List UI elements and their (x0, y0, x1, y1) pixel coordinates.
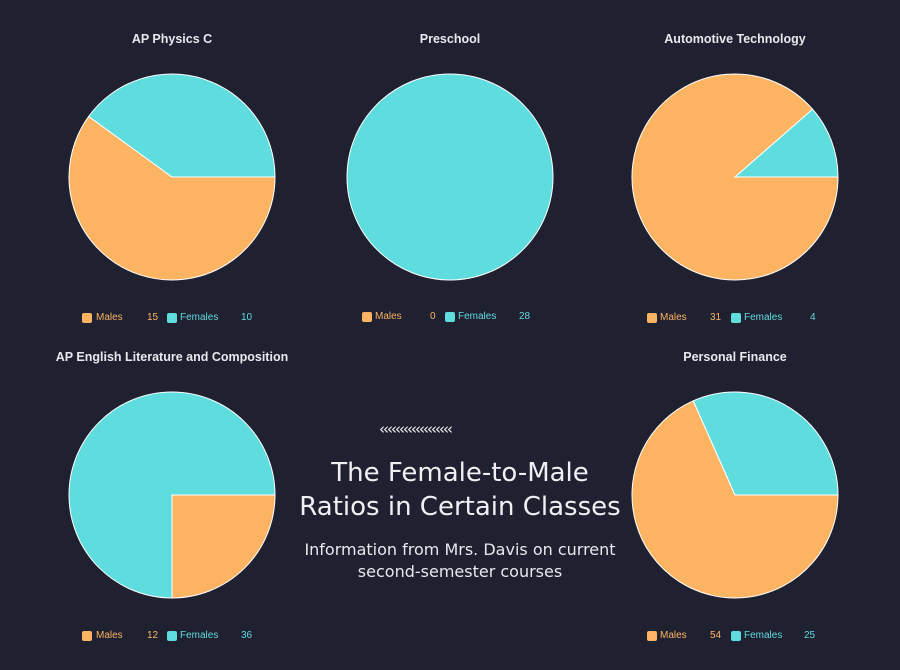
legend-label-males: Males (660, 312, 687, 323)
legend: Males 54 Females 25 (585, 629, 885, 643)
legend-value-females: 10 (241, 312, 253, 323)
legend-value-males: 0 (430, 311, 436, 322)
subtitle-line-1: Information from Mrs. Davis on current (304, 540, 616, 559)
chart-panel-ap-english-literature: AP English Literature and Composition Ma… (22, 350, 322, 670)
pie-slice-females (692, 391, 839, 496)
legend-swatch-males (362, 312, 372, 322)
center-title-block: ‹‹‹‹‹‹‹‹‹‹‹‹‹‹‹‹‹‹ The Female-to-Male Ra… (290, 420, 630, 583)
chart-title: Preschool (419, 32, 481, 46)
legend-swatch-females (731, 631, 741, 641)
main-title-line-2: Ratios in Certain Classes (299, 492, 621, 522)
legend-value-females: 36 (241, 630, 253, 641)
legend-label-females: Females (458, 311, 497, 322)
legend: Males 0 Females 28 (300, 310, 600, 324)
legend-swatch-males (82, 313, 92, 323)
legend-value-males: 31 (710, 312, 722, 323)
legend-label-males: Males (660, 630, 687, 641)
legend-value-males: 15 (147, 312, 159, 323)
pie-chart (68, 391, 276, 599)
legend: Males 12 Females 36 (22, 629, 322, 643)
pie-chart (631, 73, 839, 281)
legend-swatch-females (731, 313, 741, 323)
legend-label-males: Males (375, 311, 402, 322)
legend: Males 15 Females 10 (22, 311, 322, 325)
main-title: The Female-to-Male Ratios in Certain Cla… (290, 456, 630, 524)
legend-swatch-males (647, 313, 657, 323)
legend-label-males: Males (96, 630, 123, 641)
legend-swatch-females (167, 313, 177, 323)
pie-chart (631, 391, 839, 599)
legend-swatch-males (82, 631, 92, 641)
chart-panel-preschool: Preschool Males 0 Females 28 (300, 32, 600, 352)
legend-swatch-females (167, 631, 177, 641)
legend-swatch-females (445, 312, 455, 322)
chart-title: AP English Literature and Composition (55, 350, 289, 364)
legend-label-males: Males (96, 312, 123, 323)
arrows-decoration: ‹‹‹‹‹‹‹‹‹‹‹‹‹‹‹‹‹‹ (379, 420, 453, 438)
chart-title: Automotive Technology (664, 32, 806, 46)
legend-swatch-males (647, 631, 657, 641)
chart-title: Personal Finance (683, 350, 787, 364)
legend-value-females: 25 (804, 630, 816, 641)
chart-panel-automotive-technology: Automotive Technology Males 31 Females 4 (585, 32, 885, 352)
legend-label-females: Females (744, 630, 783, 641)
pie-chart (68, 73, 276, 281)
pie-slice-males (631, 400, 839, 599)
chart-title: AP Physics C (131, 32, 213, 46)
pie-slice-males (171, 494, 276, 599)
subtitle-line-2: second-semester courses (357, 562, 563, 581)
pie-slice-males (68, 115, 276, 281)
pie-slice-females (733, 108, 839, 178)
legend-label-females: Females (180, 630, 219, 641)
legend-value-males: 12 (147, 630, 159, 641)
chart-panel-ap-physics-c: AP Physics C Males 15 Females 10 (22, 32, 322, 352)
legend-label-females: Females (744, 312, 783, 323)
legend-value-males: 54 (710, 630, 722, 641)
pie-slice-females (346, 73, 554, 281)
legend-label-females: Females (180, 312, 219, 323)
legend-value-females: 4 (810, 312, 816, 323)
legend: Males 31 Females 4 (585, 311, 885, 325)
pie-slice-females (87, 73, 276, 178)
chart-panel-personal-finance: Personal Finance Males 54 Females 25 (585, 350, 885, 670)
subtitle: Information from Mrs. Davis on current s… (290, 539, 630, 583)
pie-slice-females (68, 391, 276, 599)
main-title-line-1: The Female-to-Male (331, 458, 589, 488)
legend-value-females: 28 (519, 311, 531, 322)
pie-chart (346, 73, 554, 281)
